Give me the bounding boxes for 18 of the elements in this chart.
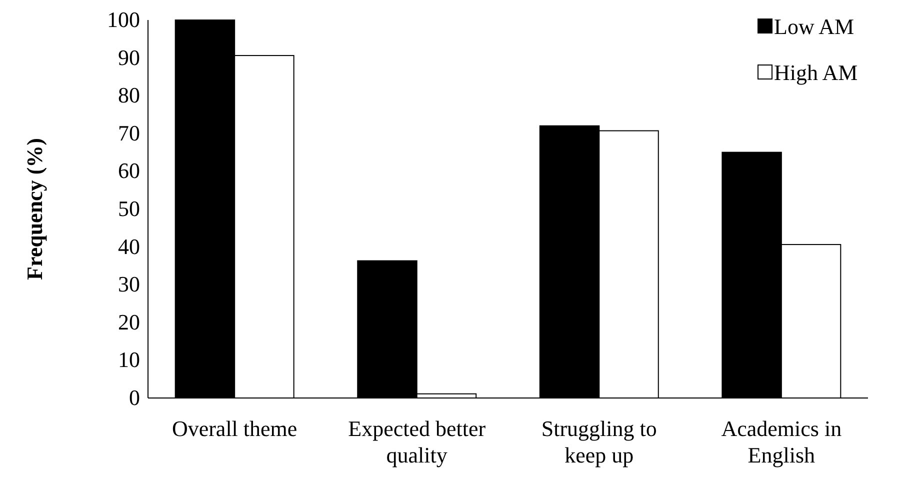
x-tick-label: Expected better quality [348, 416, 486, 468]
y-tick-label: 100 [107, 7, 140, 32]
y-axis-title: Frequency (%) [22, 138, 47, 280]
y-tick-label: 80 [118, 82, 140, 108]
y-tick-label: 40 [118, 234, 140, 259]
y-tick-label: 70 [118, 120, 140, 146]
legend-label: High AM [774, 60, 858, 85]
y-tick-label: 0 [129, 385, 140, 410]
x-tick-label: Overall theme [172, 416, 298, 441]
legend-label: Low AM [774, 14, 854, 39]
y-tick-label: 90 [118, 44, 140, 70]
y-tick-label: 30 [118, 272, 140, 297]
x-tick-label: Academics in English [721, 416, 842, 468]
x-tick-label: Struggling to keep up [541, 416, 657, 468]
y-tick-label: 20 [118, 309, 140, 334]
y-tick-label: 10 [118, 347, 140, 372]
y-tick-label: 60 [118, 158, 140, 184]
y-tick-label: 50 [118, 196, 140, 222]
